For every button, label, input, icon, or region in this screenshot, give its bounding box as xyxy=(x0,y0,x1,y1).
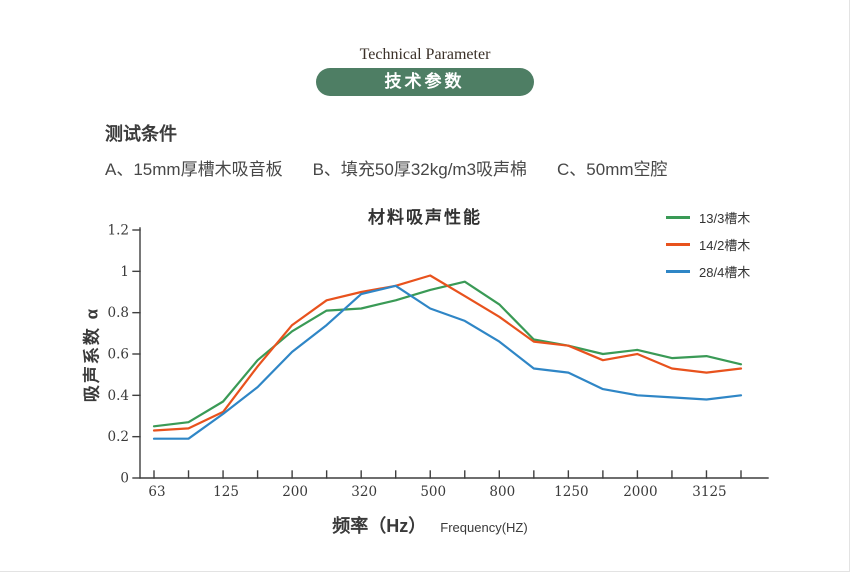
x-tick-label: 200 xyxy=(282,484,308,500)
section-title-pill: 技术参数 xyxy=(315,68,534,96)
test-conditions-title: 测试条件 xyxy=(105,124,177,144)
condition-item-b: B、填充50厚32kg/m3吸声棉 xyxy=(312,160,528,179)
x-tick-label: 500 xyxy=(420,484,446,500)
x-tick-label: 125 xyxy=(213,484,239,500)
condition-item-c: C、50mm空腔 xyxy=(557,160,668,179)
legend-entry: 14/2槽木 xyxy=(666,231,750,258)
legend-label: 13/3槽木 xyxy=(699,211,751,226)
condition-item-a: A、15mm厚槽木吸音板 xyxy=(105,160,283,179)
y-axis-label: 吸声系数 α xyxy=(82,306,102,403)
x-tick-label: 800 xyxy=(489,484,515,500)
legend-line-swatch-red xyxy=(666,243,690,246)
legend-label: 28/4槽木 xyxy=(699,265,751,280)
chart-legend: 13/3槽木 14/2槽木 28/4槽木 xyxy=(666,204,750,285)
x-tick-label: 2000 xyxy=(623,484,657,500)
test-conditions-items: A、15mm厚槽木吸音板 B、填充50厚32kg/m3吸声棉 C、50mm空腔 xyxy=(105,155,698,180)
series-line-2 xyxy=(152,284,743,440)
x-tick-label: 1250 xyxy=(554,484,588,500)
x-tick-label: 63 xyxy=(148,484,165,500)
x-axis-label-en: Frequency(HZ) xyxy=(440,520,528,535)
legend-line-swatch-green xyxy=(666,216,690,219)
y-tick-label: 0 xyxy=(120,471,129,487)
axes xyxy=(139,227,769,479)
legend-line-swatch-blue xyxy=(666,270,690,273)
x-tick-label: 320 xyxy=(351,484,377,500)
legend-entry: 28/4槽木 xyxy=(666,258,750,285)
legend-label: 14/2槽木 xyxy=(699,238,751,253)
series-line-0 xyxy=(152,280,743,428)
x-axis-label: 频率（Hz） Frequency(HZ) xyxy=(0,512,849,538)
x-tick-label: 3125 xyxy=(692,484,726,500)
section-title-english: Technical Parameter xyxy=(359,46,491,63)
test-conditions: 测试条件 A、15mm厚槽木吸音板 B、填充50厚32kg/m3吸声棉 C、50mm… xyxy=(105,120,698,180)
series-line-1 xyxy=(152,274,743,432)
y-tick-label: 0.4 xyxy=(108,388,129,404)
legend-entry: 13/3槽木 xyxy=(666,204,750,231)
y-tick-label: 1.2 xyxy=(108,223,129,239)
y-tick-label: 0.6 xyxy=(108,347,129,363)
y-tick-label: 0.8 xyxy=(108,305,129,321)
chart-title: 材料吸声性能 xyxy=(368,208,482,227)
y-tick-label: 0.2 xyxy=(108,429,129,445)
y-tick-label: 1 xyxy=(120,264,129,280)
x-axis-label-zh: 频率（Hz） xyxy=(332,516,427,536)
